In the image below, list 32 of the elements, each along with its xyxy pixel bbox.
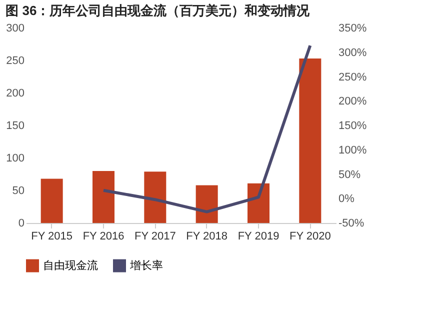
y-tick-label: 100 — [6, 152, 24, 164]
x-tick-label: FY 2015 — [31, 230, 73, 242]
y-tick-label: 200 — [6, 88, 24, 100]
y2-tick-label: -50% — [338, 218, 364, 230]
y2-tick-label: 300% — [338, 46, 367, 59]
chart-title: 图 36：历年公司自由现金流（百万美元）和变动情况 — [6, 3, 311, 18]
y-tick-label: 50 — [12, 185, 24, 197]
bar — [196, 185, 218, 223]
y-tick-label: 250 — [6, 55, 24, 67]
bar — [299, 58, 322, 223]
bar — [144, 172, 166, 223]
x-tick-label: FY 2020 — [289, 230, 331, 242]
y2-tick-label: 100% — [338, 144, 367, 156]
y-tick-label: 300 — [6, 22, 24, 34]
y2-tick-label: 150% — [338, 120, 367, 132]
bar — [40, 178, 63, 223]
y2-tick-label: 200% — [338, 96, 367, 108]
bar — [92, 171, 114, 223]
x-tick-label: FY 2019 — [238, 230, 280, 242]
y-tick-label: 150 — [6, 120, 24, 132]
x-tick-label: FY 2017 — [134, 230, 176, 242]
y2-tick-label: 250% — [338, 71, 367, 84]
y-tick-label: 0 — [18, 218, 24, 230]
y2-tick-label: 0% — [338, 193, 355, 206]
y2-tick-label: 350% — [338, 22, 367, 34]
x-tick-label: FY 2016 — [82, 230, 124, 242]
y2-tick-label: 50% — [338, 168, 361, 181]
legend-label: 增长率 — [129, 258, 163, 272]
bar — [248, 183, 270, 223]
line-series — [102, 44, 312, 214]
x-tick-label: FY 2018 — [186, 230, 228, 242]
legend-label: 自由现金流 — [43, 258, 98, 272]
